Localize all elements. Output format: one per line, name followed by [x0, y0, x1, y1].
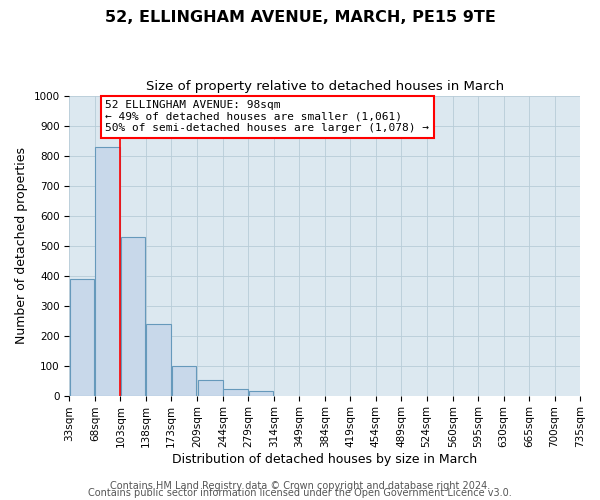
Bar [198, 380, 223, 396]
Text: Contains HM Land Registry data © Crown copyright and database right 2024.: Contains HM Land Registry data © Crown c… [110, 481, 490, 491]
Bar [223, 389, 248, 396]
Bar [70, 278, 94, 396]
Bar [248, 392, 274, 396]
Bar [146, 324, 171, 396]
Text: 52 ELLINGHAM AVENUE: 98sqm
← 49% of detached houses are smaller (1,061)
50% of s: 52 ELLINGHAM AVENUE: 98sqm ← 49% of deta… [105, 100, 429, 134]
Title: Size of property relative to detached houses in March: Size of property relative to detached ho… [146, 80, 504, 93]
Bar [95, 147, 120, 396]
Bar [121, 236, 145, 396]
Bar [172, 366, 196, 396]
Text: Contains public sector information licensed under the Open Government Licence v3: Contains public sector information licen… [88, 488, 512, 498]
X-axis label: Distribution of detached houses by size in March: Distribution of detached houses by size … [172, 453, 477, 466]
Text: 52, ELLINGHAM AVENUE, MARCH, PE15 9TE: 52, ELLINGHAM AVENUE, MARCH, PE15 9TE [104, 10, 496, 25]
Y-axis label: Number of detached properties: Number of detached properties [15, 147, 28, 344]
